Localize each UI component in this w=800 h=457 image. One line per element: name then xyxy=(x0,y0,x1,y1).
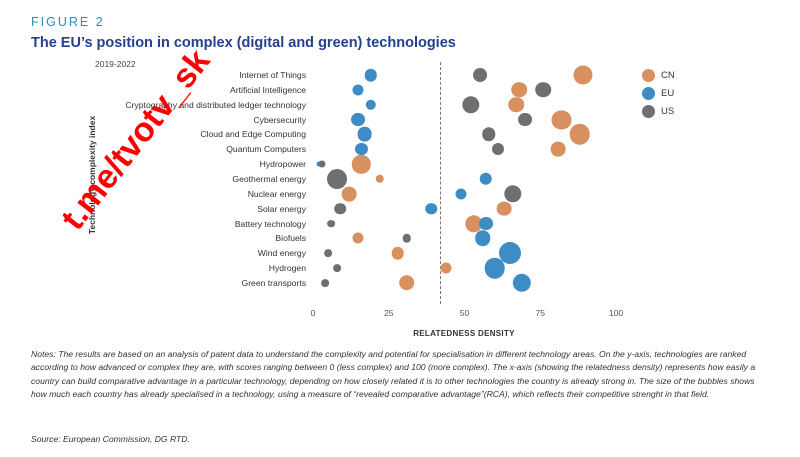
bubble-eu xyxy=(425,202,437,215)
category-label: Quantum Computers xyxy=(226,144,306,155)
bubble-us xyxy=(472,68,487,82)
chart-period: 2019-2022 xyxy=(95,59,136,69)
category-label: Artificial Intelligence xyxy=(230,84,306,95)
watermark: t.me/tvotv_sk xyxy=(53,42,218,238)
legend-marker xyxy=(642,105,655,118)
category-label: Battery technology xyxy=(234,218,306,229)
category-label: Cryptography and distributed ledger tech… xyxy=(125,99,306,110)
bubble-us xyxy=(321,279,329,287)
bubble-cn xyxy=(511,82,527,98)
bubble-eu xyxy=(478,216,493,231)
bubble-us xyxy=(504,185,522,203)
bubble-us xyxy=(327,219,336,228)
bubble-eu xyxy=(484,257,506,279)
category-label: Solar energy xyxy=(257,203,306,214)
bubble-us xyxy=(327,168,348,189)
bubble-us xyxy=(318,160,326,168)
bubble-eu xyxy=(479,172,492,186)
bubble-cn xyxy=(399,275,415,291)
legend-label: EU xyxy=(661,88,675,99)
bubble-eu xyxy=(455,188,467,200)
bubble-cn xyxy=(496,201,512,217)
reference-line xyxy=(440,62,442,304)
legend-marker xyxy=(642,87,655,100)
bubble-cn xyxy=(551,110,571,130)
bubble-cn xyxy=(391,246,405,260)
bubble-eu xyxy=(365,99,376,110)
category-label: Cloud and Edge Computing xyxy=(200,129,306,140)
category-label: Biofuels xyxy=(275,233,306,244)
bubble-us xyxy=(482,127,496,142)
bubble-eu xyxy=(355,143,368,156)
legend-marker xyxy=(642,69,655,82)
bubble-cn xyxy=(551,141,566,157)
bubble-us xyxy=(334,202,347,215)
source: Source: European Commission, DG RTD. xyxy=(31,434,190,444)
x-tick-label: 0 xyxy=(310,308,316,318)
bubble-eu xyxy=(474,230,491,247)
x-tick-label: 75 xyxy=(535,308,546,318)
figure-title: The EU’s position in complex (digital an… xyxy=(31,35,456,51)
legend-label: CN xyxy=(661,70,675,81)
bubble-cn xyxy=(341,186,357,202)
bubble-us xyxy=(491,143,504,156)
bubble-us xyxy=(402,234,412,243)
bubble-us xyxy=(324,249,333,258)
bubble-us xyxy=(461,95,480,114)
legend-label: US xyxy=(661,106,675,117)
bubble-cn xyxy=(352,232,364,244)
category-label: Green transports xyxy=(241,277,306,288)
bubble-eu xyxy=(352,84,364,96)
bubble-us xyxy=(518,112,533,127)
bubble-cn xyxy=(440,262,452,274)
x-tick-label: 100 xyxy=(608,308,624,318)
figure-label: FIGURE 2 xyxy=(31,15,105,29)
bubble-eu xyxy=(498,242,521,265)
bubble-cn xyxy=(573,65,593,85)
bubble-us xyxy=(535,82,552,98)
bubble-us xyxy=(333,264,342,272)
bubble-eu xyxy=(364,68,377,82)
category-label: Nuclear energy xyxy=(247,188,306,199)
bubble-cn xyxy=(352,154,371,174)
bubble-cn xyxy=(375,174,384,184)
bubble-eu xyxy=(351,112,366,127)
category-label: Hydropower xyxy=(259,159,306,170)
x-axis-label: RELATEDNESS DENSITY xyxy=(413,329,515,338)
bubble-cn xyxy=(508,96,524,113)
category-label: Geothermal energy xyxy=(232,173,306,184)
category-label: Wind energy xyxy=(257,248,306,259)
category-label: Hydrogen xyxy=(268,263,306,274)
x-tick-label: 25 xyxy=(383,308,394,318)
bubble-eu xyxy=(512,273,532,293)
bubble-cn xyxy=(569,124,590,145)
category-label: Cybersecurity xyxy=(253,114,306,125)
notes: Notes: The results are based on an analy… xyxy=(31,349,756,400)
x-tick-label: 50 xyxy=(459,308,470,318)
bubble-eu xyxy=(357,127,372,142)
bubble-cn xyxy=(464,214,483,233)
category-label: Internet of Things xyxy=(239,70,306,80)
